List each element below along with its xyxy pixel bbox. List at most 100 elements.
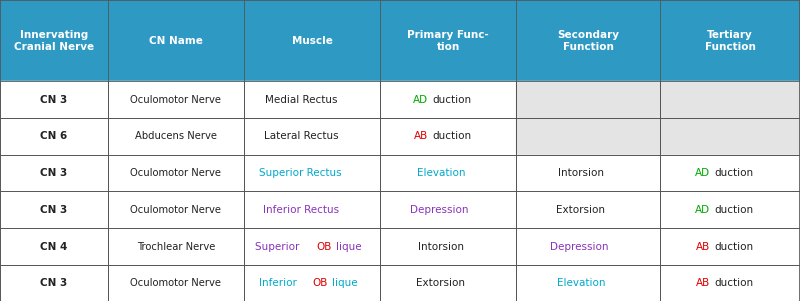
- Bar: [0, 118, 108, 155]
- Text: Depression: Depression: [410, 205, 469, 215]
- Text: Tertiary
Function: Tertiary Function: [705, 29, 755, 52]
- Bar: [660, 118, 800, 155]
- Bar: [660, 81, 800, 118]
- Text: Oculomotor Nerve: Oculomotor Nerve: [130, 278, 222, 288]
- Text: Superior Rectus: Superior Rectus: [258, 168, 342, 178]
- Bar: [516, 155, 660, 191]
- Text: CN 3: CN 3: [40, 168, 68, 178]
- Bar: [516, 81, 660, 118]
- Text: Inferior Rectus: Inferior Rectus: [263, 205, 339, 215]
- Bar: [108, 155, 244, 191]
- Text: Oculomotor Nerve: Oculomotor Nerve: [130, 95, 222, 105]
- Text: CN 3: CN 3: [40, 95, 68, 105]
- Text: lique: lique: [332, 278, 358, 288]
- Bar: [0, 0, 800, 81]
- Bar: [660, 81, 800, 118]
- Bar: [380, 118, 516, 155]
- Bar: [108, 81, 244, 118]
- Text: Oculomotor Nerve: Oculomotor Nerve: [130, 168, 222, 178]
- Text: CN Name: CN Name: [149, 36, 203, 46]
- Text: duction: duction: [714, 168, 754, 178]
- Text: AD: AD: [695, 168, 710, 178]
- Text: AB: AB: [695, 278, 710, 288]
- Bar: [660, 191, 800, 228]
- Text: Abducens Nerve: Abducens Nerve: [135, 131, 217, 141]
- Bar: [108, 81, 244, 118]
- Bar: [0, 155, 108, 191]
- Text: duction: duction: [714, 278, 753, 288]
- Bar: [0, 265, 108, 301]
- Bar: [0, 265, 108, 301]
- Bar: [516, 265, 660, 301]
- Text: duction: duction: [432, 131, 471, 141]
- Text: Elevation: Elevation: [557, 278, 606, 288]
- Bar: [380, 265, 516, 301]
- Bar: [660, 228, 800, 265]
- Bar: [244, 81, 380, 118]
- Bar: [516, 118, 660, 155]
- Bar: [108, 118, 244, 155]
- Text: AB: AB: [414, 131, 428, 141]
- Text: OB: OB: [316, 241, 332, 252]
- Bar: [244, 191, 380, 228]
- Text: Extorsion: Extorsion: [556, 205, 606, 215]
- Text: OB: OB: [312, 278, 327, 288]
- Bar: [108, 228, 244, 265]
- Bar: [0, 228, 108, 265]
- Bar: [244, 155, 380, 191]
- Text: duction: duction: [714, 205, 754, 215]
- Bar: [516, 81, 660, 118]
- Text: CN 3: CN 3: [40, 205, 68, 215]
- Bar: [0, 191, 108, 228]
- Bar: [108, 228, 244, 265]
- Text: lique: lique: [336, 241, 362, 252]
- Text: Inferior: Inferior: [259, 278, 300, 288]
- Text: Medial Rectus: Medial Rectus: [266, 95, 338, 105]
- Bar: [516, 155, 660, 191]
- Bar: [380, 155, 516, 191]
- Text: Oculomotor Nerve: Oculomotor Nerve: [130, 205, 222, 215]
- Text: Lateral Rectus: Lateral Rectus: [264, 131, 338, 141]
- Bar: [516, 191, 660, 228]
- Bar: [0, 228, 108, 265]
- Bar: [244, 81, 380, 118]
- Text: duction: duction: [714, 241, 753, 252]
- Bar: [660, 265, 800, 301]
- Bar: [660, 191, 800, 228]
- Text: CN 4: CN 4: [40, 241, 68, 252]
- Text: Primary Func-
tion: Primary Func- tion: [407, 29, 489, 52]
- Bar: [380, 228, 516, 265]
- Text: AD: AD: [413, 95, 428, 105]
- Bar: [244, 155, 380, 191]
- Bar: [516, 228, 660, 265]
- Bar: [244, 228, 380, 265]
- Bar: [0, 81, 108, 118]
- Bar: [380, 118, 516, 155]
- Bar: [0, 118, 108, 155]
- Text: AD: AD: [695, 205, 710, 215]
- Bar: [660, 155, 800, 191]
- Text: AB: AB: [695, 241, 710, 252]
- Bar: [244, 118, 380, 155]
- Text: Extorsion: Extorsion: [416, 278, 466, 288]
- Bar: [108, 191, 244, 228]
- Text: Intorsion: Intorsion: [418, 241, 464, 252]
- Text: Innervating
Cranial Nerve: Innervating Cranial Nerve: [14, 29, 94, 52]
- Bar: [660, 265, 800, 301]
- Bar: [660, 118, 800, 155]
- Bar: [516, 118, 660, 155]
- Bar: [516, 265, 660, 301]
- Text: Secondary
Function: Secondary Function: [557, 29, 619, 52]
- Bar: [108, 155, 244, 191]
- Bar: [244, 228, 380, 265]
- Text: CN 3: CN 3: [40, 278, 68, 288]
- Bar: [516, 191, 660, 228]
- Bar: [660, 228, 800, 265]
- Bar: [380, 265, 516, 301]
- Bar: [380, 228, 516, 265]
- Bar: [660, 155, 800, 191]
- Bar: [108, 265, 244, 301]
- Bar: [108, 191, 244, 228]
- Text: CN 6: CN 6: [40, 131, 68, 141]
- Bar: [380, 81, 516, 118]
